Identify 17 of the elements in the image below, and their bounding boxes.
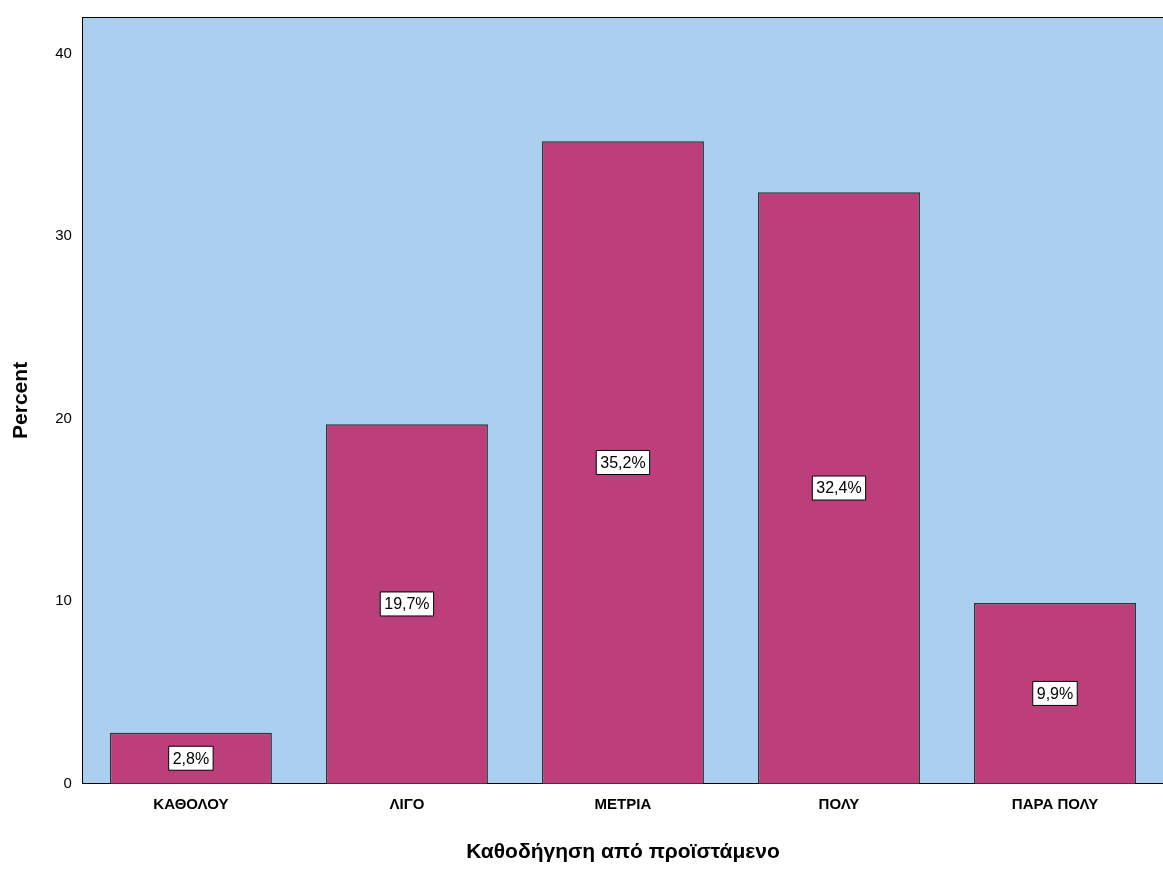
y-tick-label: 10 [55, 591, 72, 609]
x-tick-label: ΠΑΡΑ ΠΟΛΥ [1011, 794, 1099, 812]
data-label: 35,2% [600, 453, 646, 471]
x-tick-label: ΠΟΛΥ [818, 794, 860, 812]
y-tick-label: 30 [55, 226, 72, 244]
y-axis-title: Percent [8, 361, 32, 439]
data-label: 2,8% [172, 749, 210, 767]
y-tick-label: 20 [55, 408, 72, 426]
x-tick-label: ΚΑΘΟΛΟΥ [153, 794, 229, 812]
x-tick-label: ΜΕΤΡΙΑ [594, 794, 652, 812]
data-label: 32,4% [816, 479, 862, 497]
data-label: 9,9% [1036, 684, 1074, 702]
x-axis-title: Καθοδήγηση από προϊστάμενο [466, 839, 780, 863]
x-tick-label: ΛΙΓΟ [389, 794, 425, 812]
y-tick-label: 40 [55, 43, 72, 61]
y-tick-label: 0 [63, 773, 72, 791]
data-label: 19,7% [384, 595, 430, 613]
